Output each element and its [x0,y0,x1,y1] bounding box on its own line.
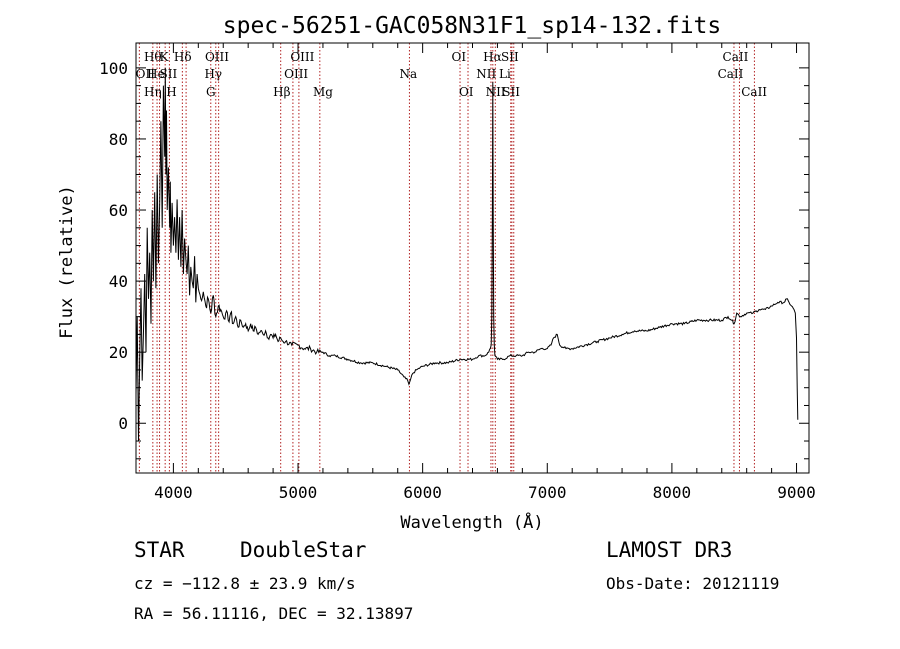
marker-label-8: G [206,85,216,99]
marker-label-17: OI [459,85,474,99]
redshift-text: cz = −112.8 ± 23.9 km/s [134,574,356,593]
x-tick-label: 6000 [403,483,442,502]
y-tick-label: 0 [118,414,128,433]
y-tick-label: 100 [99,59,128,78]
marker-label-2: He [147,67,165,81]
marker-label-4: K [160,50,170,64]
marker-label-11: Hβ [273,85,290,99]
marker-label-23: SII [502,85,520,99]
marker-label-3: Hη [144,85,162,99]
marker-label-10: OIII [205,50,229,64]
marker-label-13: OIII [290,50,314,64]
spectral-line-markers: HθOIIHeHηKHSIIHδGHγOIIIHβOIIIOIIIMgNaOIO… [136,43,767,473]
x-tick-label: 4000 [154,483,193,502]
marker-label-6: SII [160,67,178,81]
plot-axes: 4000 5000 6000 7000 8000 9000 0 20 40 60 80 100 [99,42,816,502]
object-subclass: DoubleStar [240,538,367,562]
marker-label-26: CaII [741,85,767,99]
flux-series [135,67,799,442]
x-tick-label: 7000 [528,483,567,502]
marker-label-19: Hα [483,50,502,64]
y-tick-label: 60 [109,201,128,220]
chart-title: spec-56251-GAC058N31F1_sp14-132.fits [223,13,722,39]
marker-label-9: Hγ [204,67,222,81]
y-tick-label: 20 [109,343,128,362]
marker-label-21: Li [499,67,511,81]
coordinates-text: RA = 56.11116, DEC = 32.13897 [134,604,414,623]
marker-label-14: Mg [313,85,333,99]
plot-frame [135,42,810,474]
survey-name: LAMOST DR3 [606,538,733,562]
marker-label-20: NII [486,85,506,99]
y-tick-label: 40 [109,272,128,291]
y-axis-label: Flux (relative) [57,185,77,339]
marker-label-22: SII [501,50,519,64]
marker-label-7: Hδ [174,50,192,64]
marker-label-16: OI [452,50,467,64]
obs-date-text: Obs-Date: 20121119 [606,574,780,593]
marker-label-1: OII [136,67,156,81]
x-tick-label: 9000 [777,483,816,502]
marker-label-25: CaII [723,50,749,64]
marker-label-18: NII [476,67,496,81]
x-tick-label: 5000 [279,483,318,502]
y-tick-label: 80 [109,130,128,149]
marker-label-12: OIII [284,67,308,81]
marker-label-24: CaII [718,67,744,81]
x-tick-label: 8000 [653,483,692,502]
x-axis-label: Wavelength (Å) [400,511,543,533]
marker-label-15: Na [399,67,417,81]
object-class: STAR [134,538,185,562]
marker-label-5: H [166,85,176,99]
flux-line [135,67,799,442]
